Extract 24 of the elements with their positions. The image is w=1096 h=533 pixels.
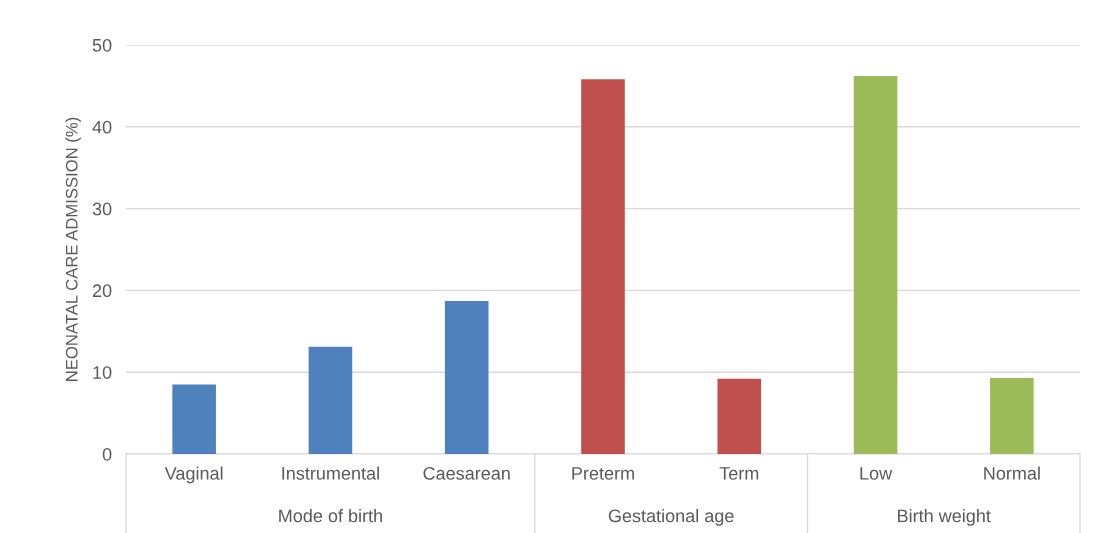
x-tick-label: Instrumental [282,466,379,480]
bar [853,76,898,454]
x-tick-label: Normal [984,466,1040,480]
bar [172,384,216,454]
y-tick-label: 0 [102,447,112,461]
y-tick-label: 40 [92,120,112,134]
bar [581,79,625,454]
x-tick-label: Preterm [572,467,634,480]
y-tick-label: 10 [93,366,112,379]
bar [308,346,353,454]
text: Gestational age [608,508,734,526]
bar [444,301,489,454]
bar [990,377,1034,454]
x-tick-label: Caesarean [423,466,510,480]
y-tick-label: 30 [92,202,112,216]
text: Mode of birth [279,508,382,523]
bar [717,378,762,454]
x-tick-label: Vaginal [164,466,223,484]
x-tick-label: Low [860,467,893,480]
text: Birth weight [898,508,991,526]
y-axis-title: NEONATAL CARE ADMISSION (%) [65,117,81,381]
y-tick-label: 50 [92,38,112,52]
y-tick-label: 20 [92,284,112,298]
x-tick-label: Term [719,467,759,480]
